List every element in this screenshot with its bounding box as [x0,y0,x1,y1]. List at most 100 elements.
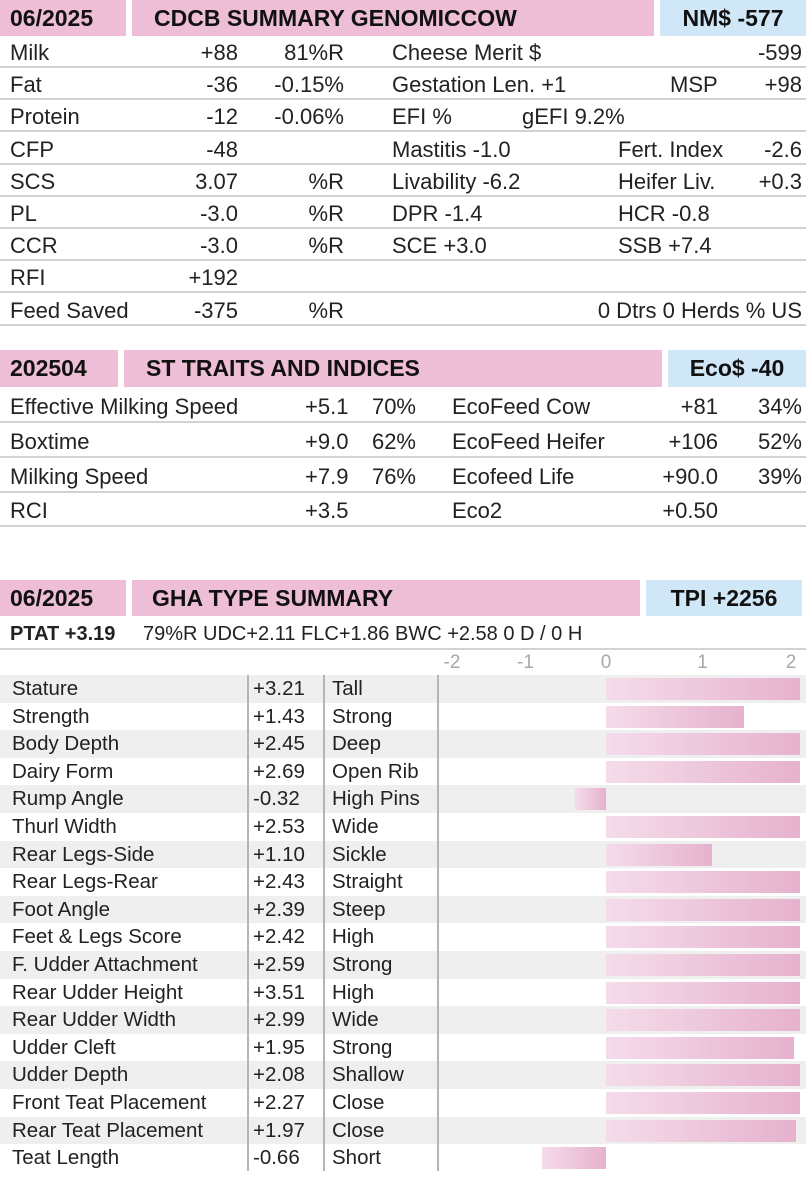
trait-name: SCS [10,168,56,194]
type-bar [606,981,800,1004]
type-row: Rump Angle -0.32 High Pins [0,785,806,813]
type-trait-name: Front Teat Placement [12,1091,207,1114]
st-trait-name: Effective Milking Speed [10,394,239,419]
type-row: Rear Legs-Rear +2.43 Straight [0,868,806,896]
type-trait-name: Rear Udder Width [12,1008,177,1032]
scale-tick-label: 1 [697,652,708,673]
trait-name-2: Mastitis -1.0 [392,136,511,162]
type-bar [606,954,800,976]
type-trait-desc: Sickle [332,842,387,866]
trait-value-3: +98 [764,72,802,98]
type-bar [606,678,800,700]
ptat-summary-row: PTAT +3.19 79%R UDC+2.11 FLC+1.86 BWC +2… [0,620,806,650]
st-index-name: Ecofeed Life [452,463,575,489]
type-trait-desc: Open Rib [332,759,419,783]
trait-name: Feed Saved [10,297,129,323]
st-header: 202504 ST TRAITS AND INDICES Eco$ -40 [0,350,806,387]
type-row: Udder Depth +2.08 Shallow [0,1061,806,1089]
trait-value: 3.07 [195,168,238,194]
trait-name: Protein [10,104,80,130]
type-bar [606,898,800,921]
st-trait-name: RCI [10,498,48,524]
trait-name-3: HCR -0.8 [618,201,710,226]
type-bar [606,1119,797,1142]
trait-reliability: -0.15% [274,72,344,98]
trait-name: RFI [10,265,46,291]
type-trait-value: +2.59 [253,953,305,976]
type-trait-name: Rear Legs-Side [12,842,155,866]
trait-value: -3.0 [200,233,238,259]
scale-tick-label: -1 [517,652,534,673]
trait-value-3: -599 [757,40,802,65]
type-trait-name: Body Depth [12,732,120,756]
type-row: Thurl Width +2.53 Wide [0,813,806,841]
type-bar [606,1036,795,1059]
type-trait-value: +2.08 [253,1063,305,1087]
st-index-reliability: 34% [757,394,802,419]
st-index-value: +106 [668,428,718,454]
trait-reliability: %R [308,297,344,323]
st-title: ST TRAITS AND INDICES [124,350,662,387]
trait-value: -36 [206,72,238,98]
type-row: F. Udder Attachment +2.59 Strong [0,951,806,979]
st-row: Milking Speed +7.9 76% Ecofeed Life +90.0 39% [0,458,806,493]
type-trait-name: Foot Angle [12,897,111,921]
type-bar [606,871,800,894]
type-trait-value: +1.43 [253,704,305,728]
trait-name-2: Gestation Len. +1 [392,72,567,98]
trait-name-3: Fert. Index [618,136,724,162]
type-bar [542,1147,606,1170]
trait-name: PL [10,201,37,226]
trait-name-2: Livability -6.2 [392,168,521,194]
type-trait-name: F. Udder Attachment [12,953,198,976]
type-trait-value: +1.95 [253,1035,305,1059]
type-trait-desc: Straight [332,870,403,894]
type-row: Body Depth +2.45 Deep [0,730,806,758]
trait-name: Fat [10,72,42,98]
type-row: Udder Cleft +1.95 Strong [0,1034,806,1062]
type-trait-desc: Steep [332,897,386,921]
cdcb-row: Fat -36 -0.15% Gestation Len. +1 MSP +98 [0,68,806,101]
trait-value-3: +0.3 [758,168,802,194]
trait-reliability: -0.06% [274,104,344,130]
cdcb-nm-index: NM$ -577 [660,0,806,36]
type-row: Front Teat Placement +2.27 Close [0,1089,806,1117]
st-index-name: EcoFeed Cow [452,394,591,419]
ptat-label: PTAT +3.19 [10,623,116,645]
cdcb-row: RFI +192 [0,261,806,294]
cdcb-row: Feed Saved -375 %R 0 Dtrs 0 Herds % US [0,294,806,326]
type-trait-value: +2.45 [253,732,305,756]
type-trait-value: +2.42 [253,925,305,949]
type-trait-desc: Close [332,1118,385,1142]
type-row: Rear Legs-Side +1.10 Sickle [0,840,806,869]
cdcb-row: Protein -12 -0.06% EFI % gEFI 9.2% [0,100,806,133]
cdcb-header: 06/2025 CDCB SUMMARY GENOMICCOW NM$ -577 [0,0,806,36]
scale-tick-label: 0 [600,652,612,673]
type-row: Stature +3.21 Tall [0,675,806,703]
trait-value: -48 [206,136,238,162]
trait-name-3: MSP [670,72,718,98]
trait-name-2: SCE +3.0 [392,233,487,259]
cdcb-row: CCR -3.0 %R SCE +3.0 SSB +7.4 [0,229,806,262]
st-row: Boxtime +9.0 62% EcoFeed Heifer +106 52% [0,423,806,458]
type-trait-name: Udder Cleft [12,1035,116,1059]
type-trait-name: Udder Depth [12,1063,129,1087]
cdcb-title: CDCB SUMMARY GENOMICCOW [132,0,654,36]
type-trait-value: +1.97 [253,1118,305,1142]
st-index-reliability: 39% [757,463,802,489]
type-trait-value: -0.32 [253,787,300,811]
type-bar [606,733,800,756]
ptat-details: 79%R UDC+2.11 FLC+1.86 BWC +2.58 0 D / 0… [143,623,583,645]
trait-value-3: -2.6 [764,136,802,162]
divider-value [247,675,249,1171]
scale-tick-label: 2 [785,652,797,673]
type-row: Dairy Form +2.69 Open Rib [0,758,806,786]
st-trait-reliability: 62% [371,428,416,454]
gha-title: GHA TYPE SUMMARY [132,580,640,616]
trait-reliability: 81%R [284,40,344,65]
type-trait-value: +2.27 [253,1091,305,1114]
divider-chart [437,675,439,1171]
trait-reliability: %R [308,201,344,226]
gha-tpi-index: TPI +2256 [646,580,802,616]
trait-reliability: %R [308,233,344,259]
